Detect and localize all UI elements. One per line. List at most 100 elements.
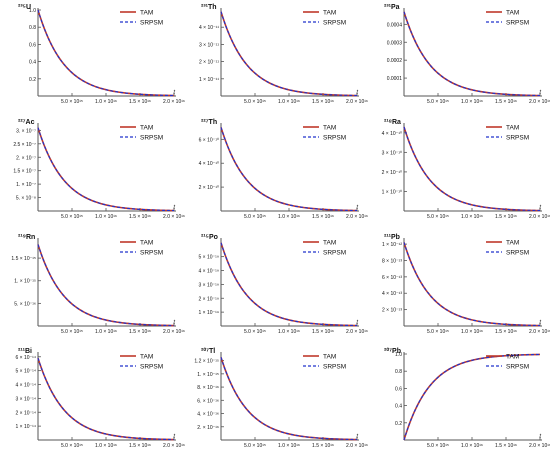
x-tick-label: 1.0 × 10¹⁶	[461, 214, 483, 220]
x-axis-label: t	[539, 434, 541, 440]
y-tick-label: 4 × 10⁻¹⁰	[382, 131, 402, 137]
legend-tam-label: TAM	[140, 10, 153, 17]
y-tick-label: 0.0003	[387, 40, 403, 46]
x-tick-label: 5.0 × 10¹⁵	[61, 99, 83, 105]
panel-title: ²¹¹Pb	[384, 234, 400, 241]
x-tick-label: 5.0 × 10¹⁵	[427, 329, 449, 335]
y-tick-label: 1. × 10⁻¹⁵	[197, 372, 219, 378]
series-tam-line	[403, 126, 541, 212]
panel-2: 1 × 10⁻¹¹ 2 × 10⁻¹¹ 3 × 10⁻¹¹ 4 × 10⁻¹¹ 5.0 …	[199, 4, 368, 105]
legend-tam-label: TAM	[140, 240, 153, 247]
x-tick-label: 1.5 × 10¹⁶	[495, 329, 517, 335]
panel-11: 2. × 10⁻¹⁶ 4. × 10⁻¹⁶ 6. × 10⁻¹⁶ 8. × 10⁻¹⁶…	[194, 347, 368, 449]
panel-9: 2 × 10⁻¹³ 4 × 10⁻¹³ 6 × 10⁻¹³ 8 × 10⁻¹³ 1 × …	[382, 234, 550, 335]
y-tick-label: 3. × 10⁻⁷	[16, 128, 36, 134]
y-tick-label: 8. × 10⁻¹⁶	[197, 385, 219, 391]
x-tick-label: 5.0 × 10¹⁵	[61, 329, 83, 335]
legend-srpsm-label: SRPSM	[140, 250, 163, 257]
legend-srpsm-label: SRPSM	[140, 364, 163, 371]
x-tick-label: 1.0 × 10¹⁶	[95, 443, 117, 449]
y-tick-label: 1.5 × 10⁻⁷	[13, 169, 36, 175]
panel-title: ²³¹Th	[201, 4, 217, 11]
panel-4: 5. × 10⁻⁸ 1. × 10⁻⁷ 1.5 × 10⁻⁷ 2. × 10⁻⁷ 2.5…	[13, 119, 185, 220]
x-tick-label: 5.0 × 10¹⁵	[244, 329, 266, 335]
series-tam-line	[220, 242, 358, 327]
y-tick-label: 5 × 10⁻¹⁹	[199, 255, 220, 261]
y-tick-label: 5 × 10⁻¹⁴	[16, 369, 37, 375]
panel-title: ²²⁷Ac	[18, 119, 35, 126]
x-tick-label: 5.0 × 10¹⁵	[427, 99, 449, 105]
y-tick-label: 6. × 10⁻¹⁶	[197, 398, 219, 404]
y-tick-label: 4 × 10⁻¹⁴	[16, 383, 37, 389]
y-tick-label: 0.4	[395, 404, 402, 410]
y-tick-label: 3 × 10⁻¹⁹	[199, 282, 220, 288]
x-axis-label: t	[173, 205, 175, 211]
x-tick-label: 5.0 × 10¹⁵	[427, 443, 449, 449]
x-axis-label: t	[539, 320, 541, 326]
x-tick-label: 1.0 × 10¹⁶	[278, 329, 300, 335]
series-srpsm-line	[37, 244, 175, 327]
y-tick-label: 4 × 10⁻¹¹	[199, 25, 219, 31]
x-tick-label: 2.0 × 10¹⁶	[163, 214, 185, 220]
legend-srpsm-label: SRPSM	[506, 364, 529, 371]
panel-10: 1 × 10⁻¹⁴ 2 × 10⁻¹⁴ 3 × 10⁻¹⁴ 4 × 10⁻¹⁴ 5 × …	[16, 348, 185, 449]
x-axis-label: t	[173, 434, 175, 440]
x-tick-label: 1.5 × 10¹⁶	[312, 443, 334, 449]
y-tick-label: 2 × 10⁻¹³	[382, 308, 402, 314]
x-tick-label: 2.0 × 10¹⁶	[346, 99, 368, 105]
x-tick-label: 5.0 × 10¹⁵	[244, 214, 266, 220]
series-srpsm-line	[37, 9, 175, 97]
panel-title: ²⁰⁷Pb	[384, 347, 401, 355]
panel-title: ²³¹Pa	[384, 4, 400, 11]
x-tick-label: 2.0 × 10¹⁶	[163, 329, 185, 335]
y-tick-label: 0.0001	[387, 76, 403, 82]
y-tick-label: 1.2 × 10⁻¹⁵	[194, 359, 219, 365]
x-tick-label: 5.0 × 10¹⁵	[244, 99, 266, 105]
x-tick-label: 1.0 × 10¹⁶	[278, 214, 300, 220]
x-axis-label: t	[356, 434, 358, 440]
legend-tam-label: TAM	[323, 10, 336, 17]
x-tick-label: 2.0 × 10¹⁶	[163, 99, 185, 105]
x-tick-label: 1.5 × 10¹⁶	[129, 443, 151, 449]
panel-title: ²²⁷Th	[201, 119, 217, 126]
x-tick-label: 1.5 × 10¹⁶	[495, 214, 517, 220]
legend-tam-label: TAM	[140, 354, 153, 361]
y-tick-label: 1.5 × 10⁻¹⁵	[11, 256, 36, 262]
panel-5: 2 × 10⁻¹⁰ 4 × 10⁻¹⁰ 6 × 10⁻¹⁰ 5.0 × 10¹⁵ 1.0…	[199, 119, 368, 220]
y-tick-label: 1 × 10⁻¹⁴	[16, 424, 37, 430]
x-tick-label: 1.0 × 10¹⁶	[95, 329, 117, 335]
x-axis-label: t	[356, 205, 358, 211]
panel-3: 0.0001 0.0002 0.0003 0.0004 5.0 × 10¹⁵ 1.0 × …	[384, 4, 550, 105]
panel-title: ²¹⁹Rn	[18, 234, 35, 241]
y-tick-label: 2. × 10⁻¹⁶	[197, 425, 219, 431]
panel-8: 1 × 10⁻¹⁹ 2 × 10⁻¹⁹ 3 × 10⁻¹⁹ 4 × 10⁻¹⁹ 5 × …	[199, 234, 368, 335]
legend-tam-label: TAM	[506, 240, 519, 247]
x-tick-label: 1.0 × 10¹⁶	[278, 443, 300, 449]
x-tick-label: 1.0 × 10¹⁶	[461, 443, 483, 449]
legend-srpsm-label: SRPSM	[140, 20, 163, 27]
y-tick-label: 2 × 10⁻¹⁴	[16, 410, 37, 416]
y-tick-label: 0.2	[29, 77, 36, 83]
series-srpsm-line	[403, 11, 541, 97]
x-axis-label: t	[356, 320, 358, 326]
y-tick-label: 6 × 10⁻¹³	[382, 275, 402, 281]
y-tick-label: 0.8	[395, 369, 402, 375]
y-tick-label: 0.0004	[387, 22, 403, 28]
y-tick-label: 5. × 10⁻¹⁶	[14, 301, 36, 307]
y-tick-label: 2. × 10⁻⁷	[16, 155, 36, 161]
series-tam-line	[37, 127, 175, 212]
x-axis-label: t	[173, 90, 175, 96]
x-tick-label: 1.5 × 10¹⁶	[312, 99, 334, 105]
y-tick-label: 4 × 10⁻¹⁰	[199, 161, 219, 167]
x-tick-label: 1.5 × 10¹⁶	[129, 99, 151, 105]
legend-srpsm-label: SRPSM	[506, 135, 529, 142]
y-tick-label: 8 × 10⁻¹³	[382, 258, 402, 264]
x-tick-label: 2.0 × 10¹⁶	[529, 99, 550, 105]
y-tick-label: 2 × 10⁻¹¹	[199, 60, 219, 66]
legend-srpsm-label: SRPSM	[323, 20, 346, 27]
series-srpsm-line	[403, 353, 541, 441]
x-tick-label: 2.0 × 10¹⁶	[529, 329, 550, 335]
y-tick-label: 0.4	[29, 60, 36, 66]
y-tick-label: 1. × 10⁻¹⁵	[14, 279, 36, 285]
y-tick-label: 2 × 10⁻¹⁰	[382, 170, 402, 176]
